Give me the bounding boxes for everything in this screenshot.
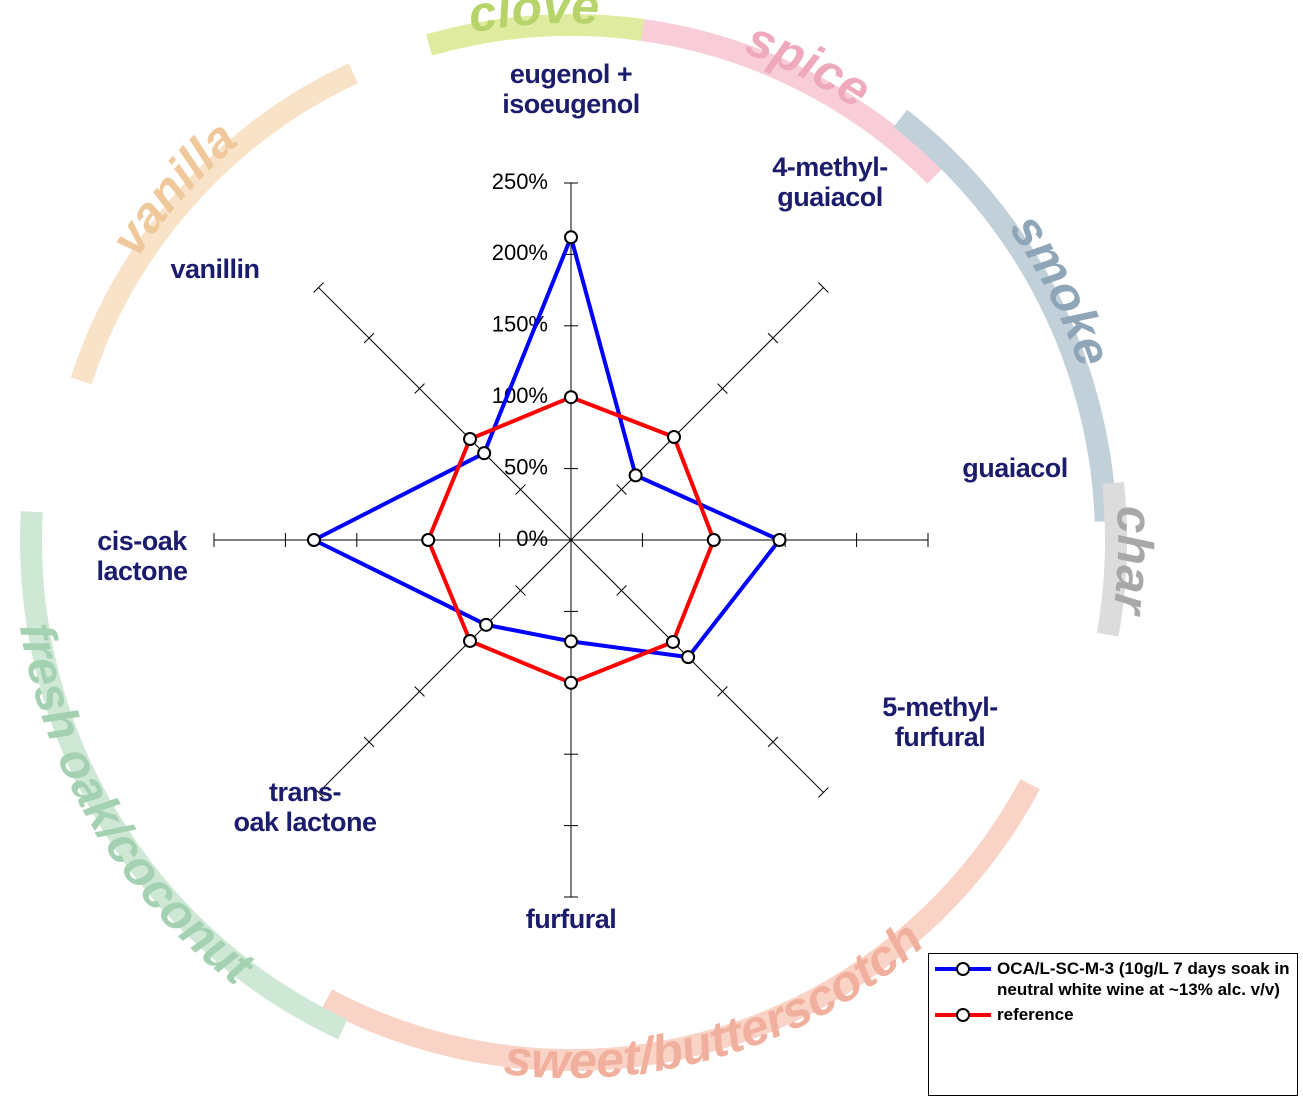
data-point (422, 534, 434, 546)
data-point (667, 636, 679, 648)
data-point (464, 635, 476, 647)
flavor-band-label: vanilla (99, 109, 246, 265)
y-tick-label: 100% (492, 383, 548, 408)
category-label: furfural (526, 904, 617, 934)
flavor-band-label: spice (739, 10, 881, 118)
flavor-band-label-path: fresh oak/coconut (9, 619, 266, 997)
y-tick-label: 250% (492, 169, 548, 194)
category-label: 5-methyl-furfural (882, 692, 998, 752)
category-label: guaiacol (962, 453, 1068, 483)
data-point (630, 469, 642, 481)
legend-marker (957, 963, 969, 975)
y-tick-label: 50% (504, 454, 548, 479)
data-point (464, 433, 476, 445)
data-point (668, 431, 680, 443)
data-point (565, 231, 577, 243)
data-point (708, 534, 720, 546)
flavor-band-label-path: spice (739, 10, 881, 118)
legend-entry: OCA/L-SC-M-3 (10g/L 7 days soak in neutr… (929, 958, 1297, 1000)
y-tick-label: 0% (516, 526, 548, 551)
page: clovespicesmokecharsweet/butterscotchfre… (0, 0, 1303, 1099)
legend-label: reference (997, 1005, 1074, 1024)
category-label-line: furfural (526, 904, 617, 934)
category-label-line: lactone (96, 556, 188, 586)
legend-label: OCA/L-SC-M-3 (10g/L 7 days soak in neutr… (997, 959, 1290, 999)
data-point (565, 677, 577, 689)
legend-marker (957, 1009, 969, 1021)
category-label-line: furfural (895, 722, 986, 752)
data-point (478, 447, 490, 459)
data-point (565, 635, 577, 647)
category-label-line: cis-oak (97, 526, 188, 556)
category-label-line: isoeugenol (502, 89, 640, 119)
category-label: vanillin (170, 254, 259, 284)
category-label: 4-methyl-guaiacol (772, 152, 888, 212)
data-point (480, 619, 492, 631)
flavor-band-label-path: vanilla (99, 109, 246, 265)
flavor-band (327, 784, 1030, 1060)
y-tick-label: 200% (492, 240, 548, 265)
series-line (314, 237, 780, 657)
flavor-band-label: char (1102, 505, 1163, 620)
legend-swatch (933, 1005, 993, 1025)
flavor-band-label-path: smoke (999, 203, 1122, 373)
flavor-band-label-path: sweet/butterscotch (502, 910, 933, 1090)
flavor-band-label-path: char (1102, 505, 1163, 620)
data-point (308, 534, 320, 546)
category-label-line: oak lactone (233, 807, 377, 837)
legend-swatch (933, 959, 993, 979)
category-label: eugenol +isoeugenol (502, 59, 640, 119)
category-label-line: trans- (269, 777, 341, 807)
category-label-line: eugenol + (510, 59, 632, 89)
category-label-line: 5-methyl- (882, 692, 998, 722)
data-point (565, 391, 577, 403)
category-label-line: 4-methyl- (772, 152, 888, 182)
chart: clovespicesmokecharsweet/butterscotchfre… (0, 0, 1303, 1099)
flavor-band-label: smoke (999, 203, 1122, 373)
legend: OCA/L-SC-M-3 (10g/L 7 days soak in neutr… (928, 953, 1298, 1096)
data-point (682, 651, 694, 663)
category-label-line: guaiacol (962, 453, 1068, 483)
flavor-band-label: fresh oak/coconut (9, 619, 266, 997)
category-label: trans-oak lactone (233, 777, 377, 837)
flavor-band-label: sweet/butterscotch (502, 910, 933, 1090)
category-label-line: vanillin (170, 254, 259, 284)
category-label-line: guaiacol (777, 182, 883, 212)
data-point (773, 534, 785, 546)
legend-entry: reference (929, 1004, 1297, 1025)
